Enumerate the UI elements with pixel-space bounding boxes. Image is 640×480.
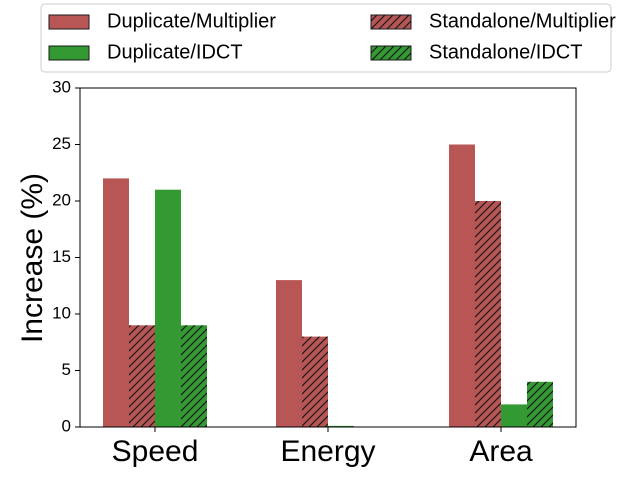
bar-duplicate-multiplier-energy xyxy=(276,280,302,427)
x-tick-label-energy: Energy xyxy=(280,435,375,468)
y-tick-label: 20 xyxy=(52,190,71,209)
y-tick-label: 25 xyxy=(52,134,71,153)
bar-hatch-standalone-multiplier-area xyxy=(475,201,501,427)
legend-swatch-hatch xyxy=(370,14,412,30)
y-tick-label: 15 xyxy=(52,247,71,266)
x-axis: Speed Energy Area xyxy=(112,427,533,468)
bar-duplicate-multiplier-area xyxy=(449,144,475,427)
y-tick-label: 0 xyxy=(62,416,71,435)
y-tick-label: 30 xyxy=(52,77,71,96)
y-tick-label: 5 xyxy=(62,360,71,379)
y-axis: 0 5 10 15 20 25 30 xyxy=(52,77,80,435)
legend-frame xyxy=(40,3,612,73)
bar-hatch-standalone-multiplier-speed xyxy=(129,325,155,427)
x-tick-label-area: Area xyxy=(469,435,533,468)
bar-hatch-standalone-multiplier-energy xyxy=(302,336,328,427)
bar-duplicate-idct-energy xyxy=(328,425,354,427)
legend-swatch-hatch xyxy=(370,45,412,61)
legend-label-standalone-multiplier: Standalone/Multiplier xyxy=(429,10,616,32)
legend-label-duplicate-multiplier: Duplicate/Multiplier xyxy=(107,10,276,32)
bar-hatch-standalone-idct-speed xyxy=(181,325,207,427)
bar-hatch-standalone-idct-area xyxy=(527,381,553,427)
bars-layer xyxy=(103,144,553,427)
bar-duplicate-idct-area xyxy=(501,404,527,427)
bar-duplicate-multiplier-speed xyxy=(103,178,129,427)
legend-swatch-duplicate-multiplier xyxy=(48,14,90,30)
x-tick-label-speed: Speed xyxy=(112,435,199,468)
legend-swatch-duplicate-idct xyxy=(48,45,90,61)
y-tick-label: 10 xyxy=(52,303,71,322)
y-axis-label: Increase (%) xyxy=(16,173,49,343)
bar-duplicate-idct-speed xyxy=(155,189,181,427)
legend-label-standalone-idct: Standalone/IDCT xyxy=(429,41,582,63)
legend-label-duplicate-idct: Duplicate/IDCT xyxy=(107,41,243,63)
legend: Duplicate/Multiplier Standalone/Multiplie… xyxy=(40,3,616,73)
